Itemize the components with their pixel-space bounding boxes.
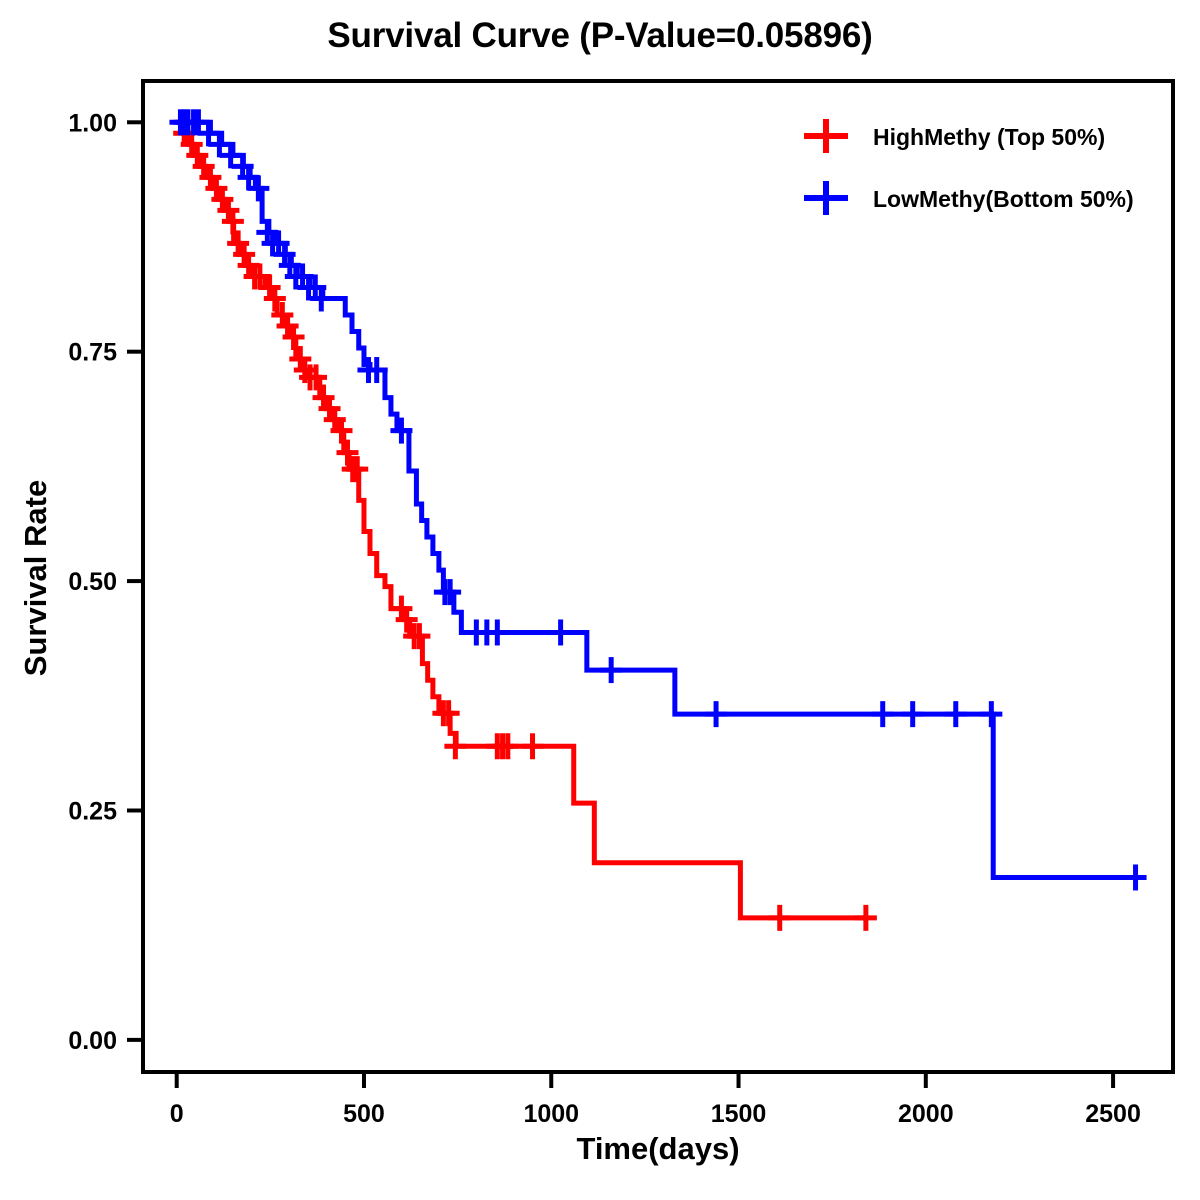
x-tick-label: 0	[170, 1100, 184, 1128]
x-tick-label: 2500	[1085, 1100, 1141, 1128]
series-low-methy	[169, 109, 1147, 891]
y-tick-label: 0.75	[68, 339, 117, 367]
legend-label: LowMethy(Bottom 50%)	[873, 186, 1134, 212]
y-axis-ticks: 0.00 0.25 0.50 0.75 1.00	[68, 109, 143, 1055]
legend-label: HighMethy (Top 50%)	[873, 124, 1105, 150]
legend-item-low-methy[interactable]: LowMethy(Bottom 50%)	[804, 181, 1134, 215]
legend-item-high-methy[interactable]: HighMethy (Top 50%)	[804, 119, 1105, 153]
series-high-methy	[173, 119, 877, 931]
x-tick-label: 1000	[523, 1100, 579, 1128]
y-tick-label: 0.25	[68, 797, 117, 825]
chart-legend: HighMethy (Top 50%) LowMethy(Bottom 50%)	[804, 119, 1134, 215]
y-tick-label: 1.00	[68, 109, 117, 137]
plot-border	[141, 79, 1175, 1074]
x-tick-label: 500	[343, 1100, 385, 1128]
censor-marks	[169, 109, 1147, 891]
x-tick-label: 1500	[711, 1100, 767, 1128]
page-title: Survival Curve (P-Value=0.05896)	[327, 16, 873, 55]
y-tick-label: 0.50	[68, 568, 117, 596]
censor-marks	[173, 120, 877, 931]
series-layer	[169, 109, 1147, 931]
x-axis-title: Time(days)	[576, 1131, 740, 1166]
plot-frame	[141, 79, 1175, 1074]
x-tick-label: 2000	[898, 1100, 954, 1128]
x-axis-ticks: 0 500 1000 1500 2000 2500	[170, 1072, 1141, 1128]
y-tick-label: 0.00	[68, 1027, 117, 1055]
step-line	[176, 119, 1136, 880]
